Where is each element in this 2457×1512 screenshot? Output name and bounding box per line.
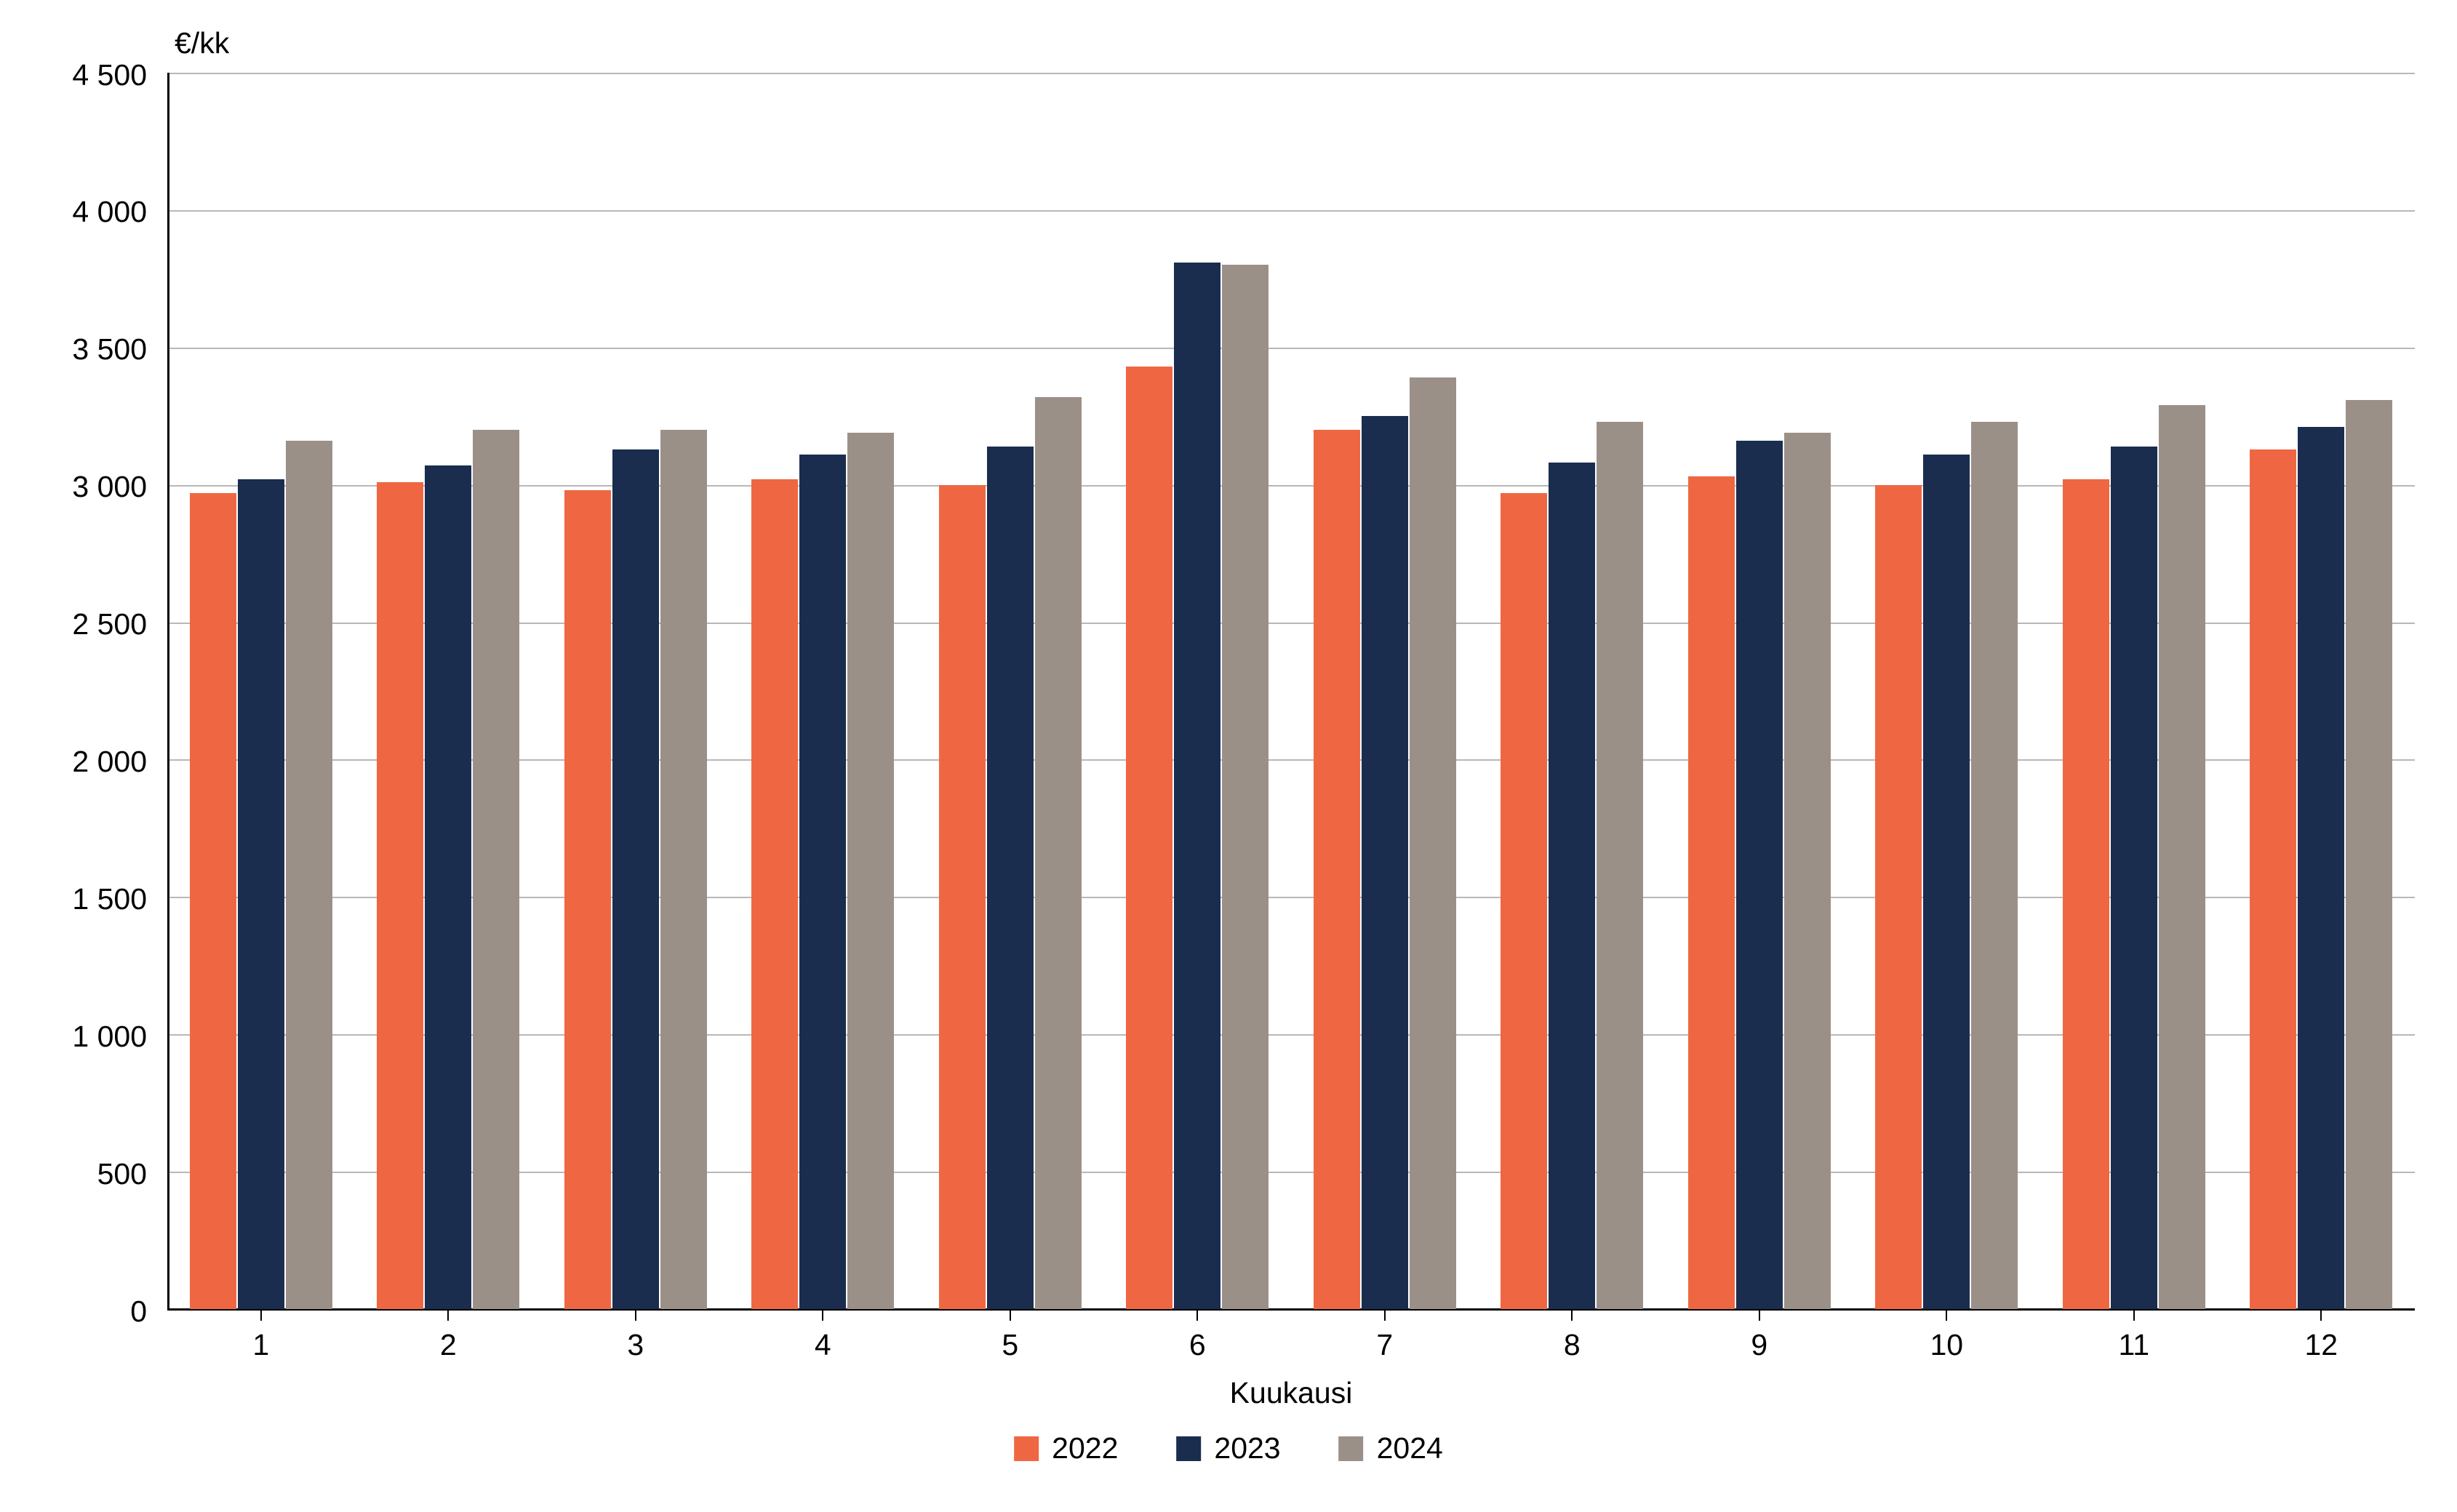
x-tick-label: 5	[1002, 1328, 1018, 1362]
bar	[1501, 493, 1547, 1309]
x-tick-label: 10	[1930, 1328, 1963, 1362]
y-tick-label: 1 500	[16, 882, 147, 916]
x-axis-title: Kuukausi	[1230, 1376, 1353, 1410]
bar	[1126, 367, 1172, 1309]
y-tick-label: 500	[16, 1157, 147, 1191]
bar	[987, 447, 1034, 1309]
x-tick-label: 3	[627, 1328, 644, 1362]
bar	[286, 441, 332, 1309]
bar	[1222, 265, 1269, 1309]
x-tick	[822, 1309, 823, 1321]
legend-label: 2023	[1214, 1431, 1280, 1465]
legend-item: 2023	[1176, 1431, 1280, 1465]
bar	[1597, 422, 1643, 1309]
x-tick-label: 9	[1751, 1328, 1767, 1362]
y-tick-label: 1 000	[16, 1020, 147, 1054]
x-tick	[1384, 1309, 1386, 1321]
chart-stage: €/kk Kuukausi 2022 2023 2024 0 500 1 000 1 50…	[0, 0, 2457, 1512]
bar	[2346, 400, 2392, 1309]
x-tick	[2133, 1309, 2135, 1321]
bar	[1035, 397, 1082, 1309]
bar	[1314, 430, 1360, 1309]
bar	[190, 493, 236, 1309]
x-tick	[1571, 1309, 1573, 1321]
bar	[799, 455, 846, 1309]
x-tick	[1010, 1309, 1011, 1321]
bar	[1688, 476, 1735, 1309]
y-tick-label: 3 000	[16, 470, 147, 504]
y-axis-title: €/kk	[175, 26, 229, 60]
x-tick-label: 4	[815, 1328, 831, 1362]
bar	[564, 490, 611, 1309]
bar	[2298, 427, 2344, 1309]
x-tick-label: 1	[252, 1328, 269, 1362]
bar	[1923, 455, 1970, 1309]
y-tick-label: 4 000	[16, 195, 147, 229]
gridline	[167, 210, 2415, 212]
bar	[2063, 479, 2109, 1309]
bar	[660, 430, 707, 1309]
bar	[939, 485, 986, 1309]
bar	[612, 449, 659, 1309]
x-tick	[447, 1309, 449, 1321]
bar	[238, 479, 284, 1309]
bar	[1174, 263, 1220, 1309]
x-tick-label: 7	[1376, 1328, 1393, 1362]
legend-item: 2022	[1014, 1431, 1118, 1465]
legend-label: 2022	[1052, 1431, 1118, 1465]
x-tick-label: 2	[440, 1328, 457, 1362]
legend-item: 2024	[1339, 1431, 1443, 1465]
y-tick-label: 2 500	[16, 607, 147, 641]
bar	[377, 482, 423, 1309]
bar	[473, 430, 519, 1309]
y-tick-label: 3 500	[16, 332, 147, 367]
legend-swatch	[1014, 1436, 1039, 1461]
x-tick-label: 11	[2118, 1328, 2149, 1362]
legend-swatch	[1176, 1436, 1201, 1461]
gridline	[167, 73, 2415, 74]
bar	[1410, 377, 1456, 1309]
plot-area	[167, 73, 2415, 1309]
bar	[1784, 433, 1831, 1309]
y-tick-label: 2 000	[16, 745, 147, 779]
bar	[2250, 449, 2296, 1309]
y-tick-label: 4 500	[16, 58, 147, 92]
bar	[1362, 416, 1408, 1309]
legend-swatch	[1339, 1436, 1364, 1461]
x-tick	[260, 1309, 262, 1321]
y-axis	[167, 73, 169, 1309]
bar	[847, 433, 894, 1309]
y-tick-label: 0	[16, 1295, 147, 1329]
x-tick-label: 8	[1564, 1328, 1581, 1362]
bar	[425, 465, 471, 1309]
x-tick	[1946, 1309, 1947, 1321]
bar	[1971, 422, 2018, 1309]
bar	[2159, 405, 2205, 1309]
bar	[1549, 463, 1595, 1309]
x-tick	[1196, 1309, 1198, 1321]
bar	[1736, 441, 1783, 1309]
legend: 2022 2023 2024	[1014, 1431, 1443, 1465]
bar	[1875, 485, 1922, 1309]
gridline	[167, 348, 2415, 349]
legend-label: 2024	[1377, 1431, 1443, 1465]
x-tick	[2320, 1309, 2322, 1321]
bar	[2111, 447, 2157, 1309]
x-tick	[635, 1309, 636, 1321]
x-tick	[1759, 1309, 1760, 1321]
x-tick-label: 12	[2304, 1328, 2338, 1362]
x-tick-label: 6	[1189, 1328, 1206, 1362]
bar	[751, 479, 798, 1309]
